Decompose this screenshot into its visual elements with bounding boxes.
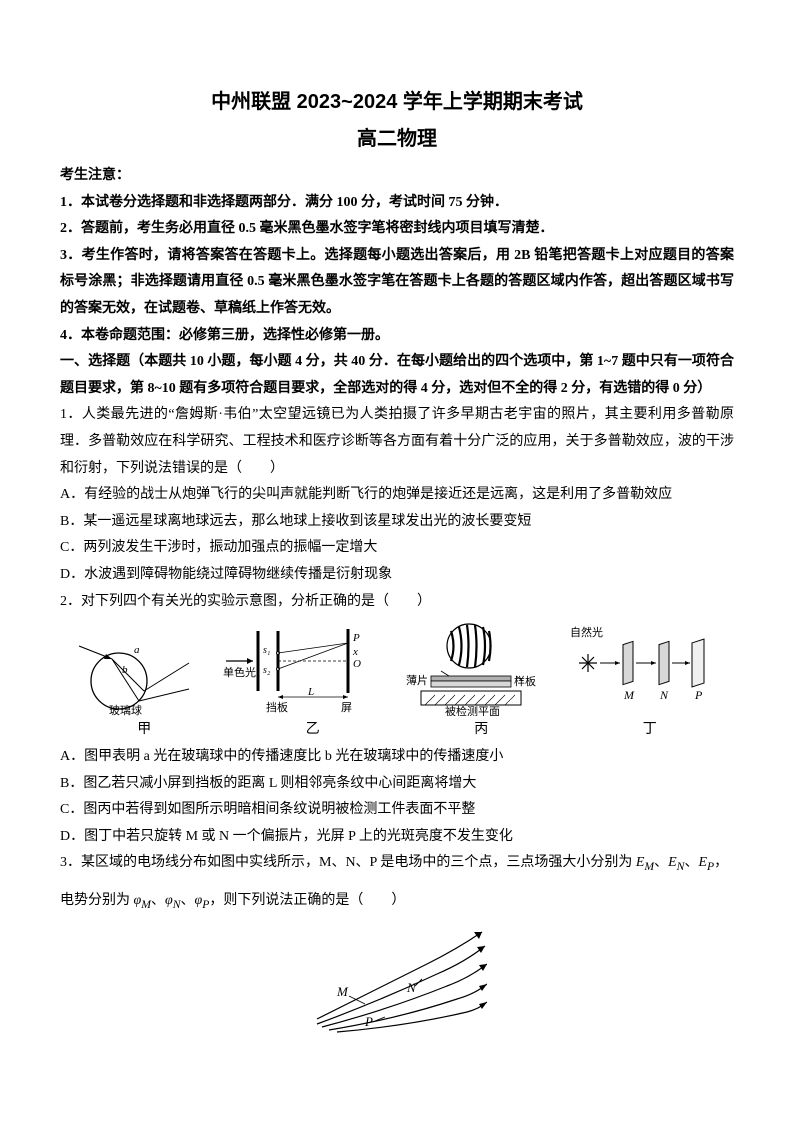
diagram-ding: 自然光 xyxy=(570,621,720,716)
diagram-jia: a b 玻璃球 xyxy=(74,631,194,716)
label-x: x xyxy=(352,646,358,658)
notice-item-3: 3．考生作答时，请将答案答在答题卡上。选择题每小题选出答案后，用 2B 铅笔把答… xyxy=(60,243,734,323)
exam-title-line2: 高二物理 xyxy=(60,122,734,151)
q3-phiM: φM xyxy=(134,893,151,908)
q3-EN: EN xyxy=(668,855,684,870)
exam-title-line1: 中州联盟 2023~2024 学年上学期期末考试 xyxy=(60,85,734,114)
q3-EP: EP xyxy=(698,855,714,870)
q2-option-b: B．图乙若只减小屏到挡板的距离 L 则相邻亮条纹中心间距离将增大 xyxy=(60,771,734,798)
label-natural: 自然光 xyxy=(570,625,603,639)
q3-phiP: φP xyxy=(195,893,210,908)
q3-field-diagram: M N P xyxy=(60,924,734,1034)
q2-diagrams-row: a b 玻璃球 s₁ s₂ P x O xyxy=(60,621,734,716)
label-s2: s₂ xyxy=(263,665,271,676)
label-bing: 丙 xyxy=(474,718,488,738)
glass-sphere-icon: a b 玻璃球 xyxy=(74,631,194,716)
q3-c1: 、 xyxy=(654,855,668,870)
label-sample: 样板 xyxy=(514,674,536,688)
q1-stem: 1．人类最先进的“詹姆斯·韦伯”太空望远镜已为人类拍摄了许多早期古老宇宙的照片，… xyxy=(60,402,734,482)
q3-stem-line1: 3．某区域的电场线分布如图中实线所示，M、N、P 是电场中的三个点，三点场强大小… xyxy=(60,850,734,878)
label-screen: 屏 xyxy=(341,701,352,714)
label-s1: s₁ xyxy=(263,645,270,656)
q3-stem-c: ，则下列说法正确的是（ ） xyxy=(209,893,405,908)
label-L: L xyxy=(307,686,314,698)
label-a: a xyxy=(134,644,140,656)
label-N: N xyxy=(659,688,669,702)
label-M: M xyxy=(623,688,635,702)
q2-option-c: C．图丙中若得到如图所示明暗相间条纹说明被检测工件表面不平整 xyxy=(60,797,734,824)
label-b: b xyxy=(122,664,128,676)
notice-item-4: 4．本卷命题范围：必修第三册，选择性必修第一册。 xyxy=(60,323,734,350)
field-P: P xyxy=(364,1014,373,1029)
double-slit-icon: s₁ s₂ P x O L 单色光 挡板 屏 xyxy=(223,621,373,716)
q1-option-c: C．两列波发生干涉时，振动加强点的振幅一定增大 xyxy=(60,535,734,562)
q1-option-a: A．有经验的战士从炮弹飞行的尖叫声就能判断飞行的炮弹是接近还是远离，这是利用了多… xyxy=(60,482,734,509)
q3-c4: 、 xyxy=(181,893,195,908)
section1-heading: 一、选择题（本题共 10 小题，每小题 4 分，共 40 分．在每小题给出的四个… xyxy=(60,349,734,402)
label-P: P xyxy=(352,632,360,644)
field-N: N xyxy=(406,980,417,995)
q2-stem: 2．对下列四个有关光的实验示意图，分析正确的是（ ） xyxy=(60,589,734,616)
q3-s1: ， xyxy=(714,855,728,870)
label-baffle: 挡板 xyxy=(266,700,288,714)
q1-option-b: B．某一遥远星球离地球远去，那么地球上接收到该星球发出光的波长要变短 xyxy=(60,509,734,536)
electric-field-lines-icon: M N P xyxy=(307,924,487,1034)
label-Pd: P xyxy=(694,688,703,702)
q3-c3: 、 xyxy=(151,893,165,908)
label-tested: 被检测平面 xyxy=(445,704,500,716)
q3-phiN: φN xyxy=(165,893,181,908)
label-O: O xyxy=(353,658,361,670)
label-mono: 单色光 xyxy=(223,665,256,679)
notice-item-2: 2．答题前，考生务必用直径 0.5 毫米黑色墨水签字笔将密封线内项目填写清楚． xyxy=(60,216,734,243)
label-jia: 甲 xyxy=(137,718,151,738)
diagram-bing: 薄片 样板 被检测平面 xyxy=(401,621,541,716)
q3-c2: 、 xyxy=(684,855,698,870)
notice-heading: 考生注意： xyxy=(60,163,734,190)
label-ding: 丁 xyxy=(643,718,657,738)
q3-EM: EM xyxy=(636,855,654,870)
notice-item-1: 1．本试卷分选择题和非选择题两部分．满分 100 分，考试时间 75 分钟． xyxy=(60,190,734,217)
label-yi: 乙 xyxy=(306,718,320,738)
q3-stem-b: 电势分别为 xyxy=(60,893,134,908)
polarizer-icon: 自然光 xyxy=(570,621,720,716)
q2-option-a: A．图甲表明 a 光在玻璃球中的传播速度比 b 光在玻璃球中的传播速度小 xyxy=(60,744,734,771)
q2-diagram-labels: 甲 乙 丙 丁 xyxy=(60,718,734,738)
q3-stem-a: 3．某区域的电场线分布如图中实线所示，M、N、P 是电场中的三个点，三点场强大小… xyxy=(60,855,636,870)
diagram-yi: s₁ s₂ P x O L 单色光 挡板 屏 xyxy=(223,621,373,716)
q2-option-d: D．图丁中若只旋转 M 或 N 一个偏振片，光屏 P 上的光斑亮度不发生变化 xyxy=(60,824,734,851)
q1-option-d: D．水波遇到障碍物能绕过障碍物继续传播是衍射现象 xyxy=(60,562,734,589)
interference-plate-icon: 薄片 样板 被检测平面 xyxy=(401,621,541,716)
field-M: M xyxy=(336,984,349,999)
label-thin: 薄片 xyxy=(406,673,428,687)
exam-page: 中州联盟 2023~2024 学年上学期期末考试 高二物理 考生注意： 1．本试… xyxy=(0,0,794,1123)
label-glass: 玻璃球 xyxy=(109,703,142,716)
q3-stem-line2: 电势分别为 φM、φN、φP，则下列说法正确的是（ ） xyxy=(60,888,734,916)
